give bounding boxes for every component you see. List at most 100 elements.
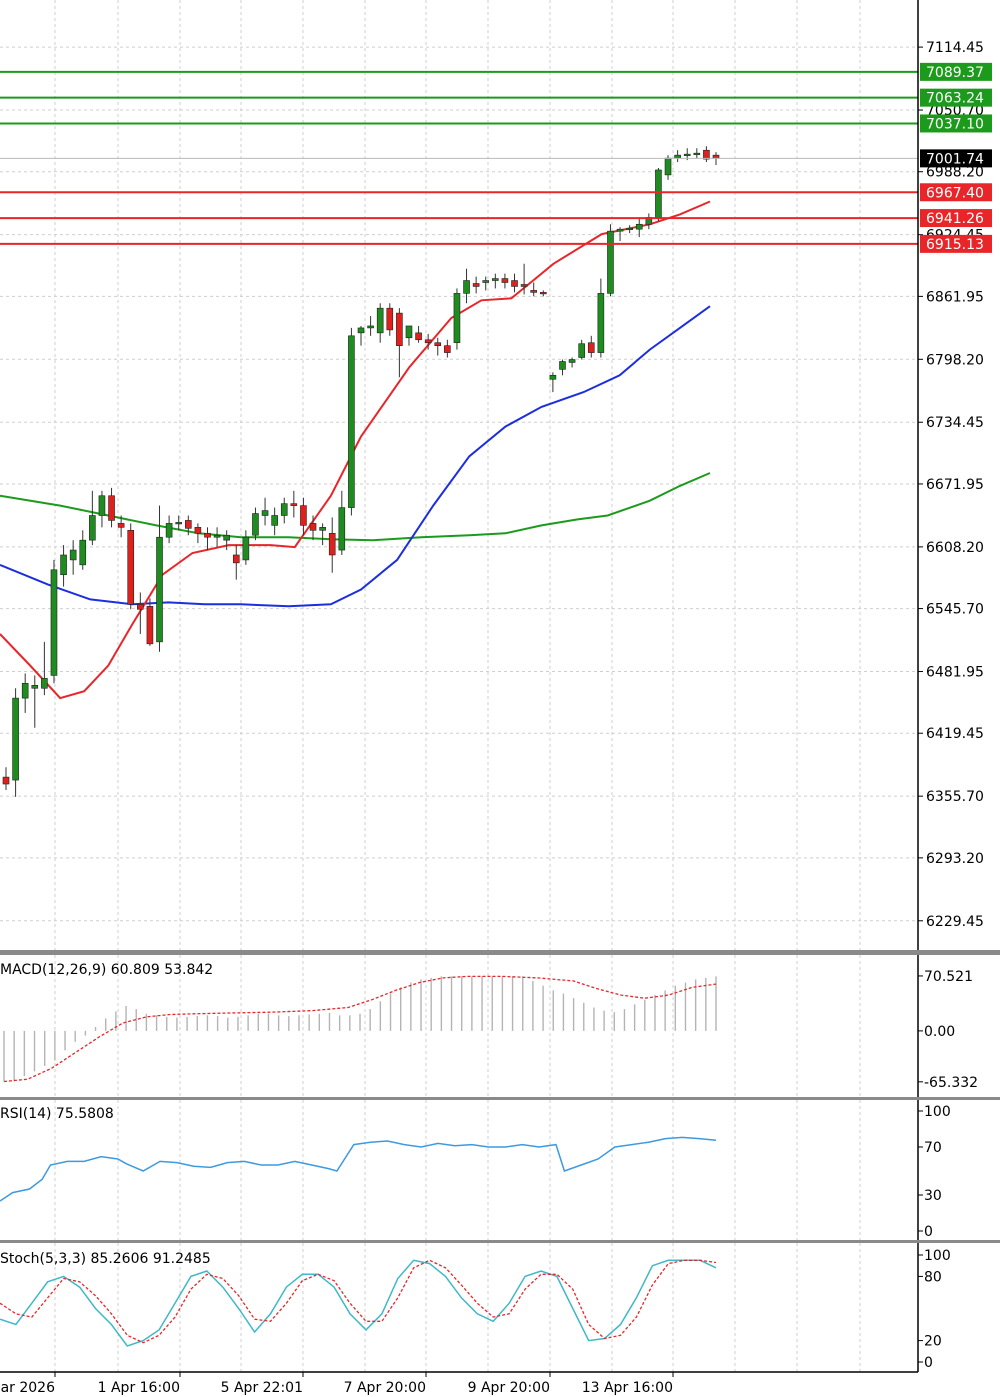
pane-3-background: [0, 1243, 918, 1372]
candle-body: [79, 539, 87, 566]
candle-body: [348, 335, 355, 508]
candle-body: [463, 280, 470, 294]
candle-body: [415, 332, 422, 341]
x-tick-label: 30 Mar 2026: [0, 1380, 55, 1396]
y-tick-label: 6229.45: [926, 914, 984, 930]
candle-body: [693, 152, 701, 155]
stoch-y-tick-label: 80: [924, 1269, 942, 1285]
y-tick-label: 6734.45: [926, 415, 984, 431]
y-tick-label: 6355.70: [926, 789, 984, 805]
candle-body: [69, 549, 77, 561]
candle-body: [12, 697, 19, 781]
rsi-title: RSI(14) 75.5808: [0, 1106, 114, 1122]
candle-body: [194, 527, 202, 534]
candle-body: [578, 343, 585, 358]
candle-body: [137, 604, 144, 610]
candle-body: [559, 361, 566, 370]
candle-body: [89, 515, 96, 541]
candle-body: [60, 554, 67, 576]
x-tick-label: 13 Apr 16:00: [582, 1380, 673, 1396]
support-level-label: 6941.26: [926, 211, 984, 227]
macd-title: MACD(12,26,9) 60.809 53.842: [0, 962, 213, 978]
rsi-y-tick-label: 0: [924, 1224, 933, 1240]
y-tick-label: 6293.20: [926, 851, 984, 867]
candle-body: [655, 169, 662, 218]
candle-body: [367, 325, 374, 329]
stoch-d-line: [0, 1259, 717, 1344]
candle-body: [396, 312, 403, 346]
support-level-tag: [920, 234, 992, 253]
candle-body: [309, 523, 317, 531]
rsi-y-tick-label: 30: [924, 1188, 942, 1204]
candle-body: [252, 513, 259, 536]
macd-y-tick-label: 70.521: [924, 969, 973, 985]
candle-body: [21, 683, 29, 699]
candle-body: [223, 534, 230, 541]
candle-body: [165, 523, 173, 538]
stoch-y-tick-label: 0: [924, 1355, 933, 1371]
candle-body: [213, 534, 221, 538]
candle-body: [626, 227, 633, 231]
candle-body: [280, 503, 288, 516]
rsi-y-tick-label: 100: [924, 1104, 951, 1120]
candle-body: [127, 529, 135, 605]
candle-body: [242, 536, 250, 561]
candle-body: [146, 606, 154, 645]
rsi-line: [0, 1136, 717, 1202]
resistance-level-label: 7037.10: [926, 116, 984, 132]
support-level-label: 6915.13: [926, 237, 984, 253]
y-tick-label: 6481.95: [926, 665, 984, 681]
candle-body: [492, 278, 499, 281]
candle-body: [607, 230, 614, 294]
candle-body: [50, 569, 58, 676]
candle-body: [664, 157, 672, 176]
macd-y-tick-label: 0.00: [924, 1024, 955, 1040]
candle-body: [386, 307, 394, 331]
moving-average-mid-line: [0, 305, 711, 608]
candle-body: [549, 375, 557, 380]
candle-body: [204, 532, 211, 538]
candle-body: [184, 520, 192, 529]
candle-body: [156, 536, 163, 643]
candle-body: [616, 228, 624, 232]
pane-2-background: [0, 1100, 918, 1240]
candle-body: [357, 327, 365, 334]
candle-body: [482, 280, 490, 283]
candle-body: [271, 515, 278, 526]
candle-body: [41, 678, 48, 689]
resistance-level-tag: [920, 62, 992, 81]
candle-body: [261, 510, 269, 516]
candle-body: [31, 684, 39, 689]
x-tick-label: 1 Apr 16:00: [98, 1380, 180, 1396]
y-tick-label: 6545.70: [926, 602, 984, 618]
x-tick-label: 5 Apr 22:01: [221, 1380, 303, 1396]
candle-body: [635, 223, 643, 230]
pane-separator: [0, 1240, 1000, 1243]
candle-body: [108, 495, 115, 521]
candle-body: [683, 153, 691, 156]
moving-average-slow-line: [0, 472, 711, 542]
candle-body: [434, 342, 442, 346]
macd-signal-line: [3, 975, 717, 1083]
candle-body: [597, 293, 605, 353]
candle-body: [319, 527, 326, 531]
support-level-tag: [920, 209, 992, 228]
stoch-y-tick-label: 20: [924, 1334, 942, 1350]
resistance-level-tag: [920, 114, 992, 133]
stoch-title: Stoch(5,3,3) 85.2606 91.2485: [0, 1251, 211, 1267]
support-level-label: 6967.40: [926, 185, 984, 201]
y-tick-label: 7114.45: [926, 40, 984, 56]
resistance-level-label: 7089.37: [926, 65, 984, 81]
y-tick-label: 6671.95: [926, 477, 984, 493]
candle-body: [703, 149, 710, 160]
pane-separator: [0, 1097, 1000, 1100]
candle-body: [424, 339, 432, 344]
candle-body: [453, 293, 461, 344]
candle-body: [511, 280, 518, 287]
candle-body: [290, 503, 298, 506]
candle-body: [472, 283, 480, 287]
candle-body: [338, 507, 346, 551]
candle-body: [232, 554, 240, 564]
candle-body: [501, 278, 509, 283]
